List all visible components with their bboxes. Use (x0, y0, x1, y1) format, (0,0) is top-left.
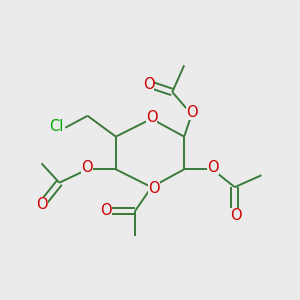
Text: O: O (146, 110, 157, 125)
Text: O: O (186, 105, 198, 120)
Text: O: O (100, 202, 112, 217)
Text: Cl: Cl (50, 119, 64, 134)
Text: O: O (36, 196, 48, 211)
Text: O: O (81, 160, 93, 175)
Text: O: O (207, 160, 219, 175)
Text: O: O (148, 181, 160, 196)
Text: O: O (143, 76, 154, 92)
Text: O: O (230, 208, 242, 223)
